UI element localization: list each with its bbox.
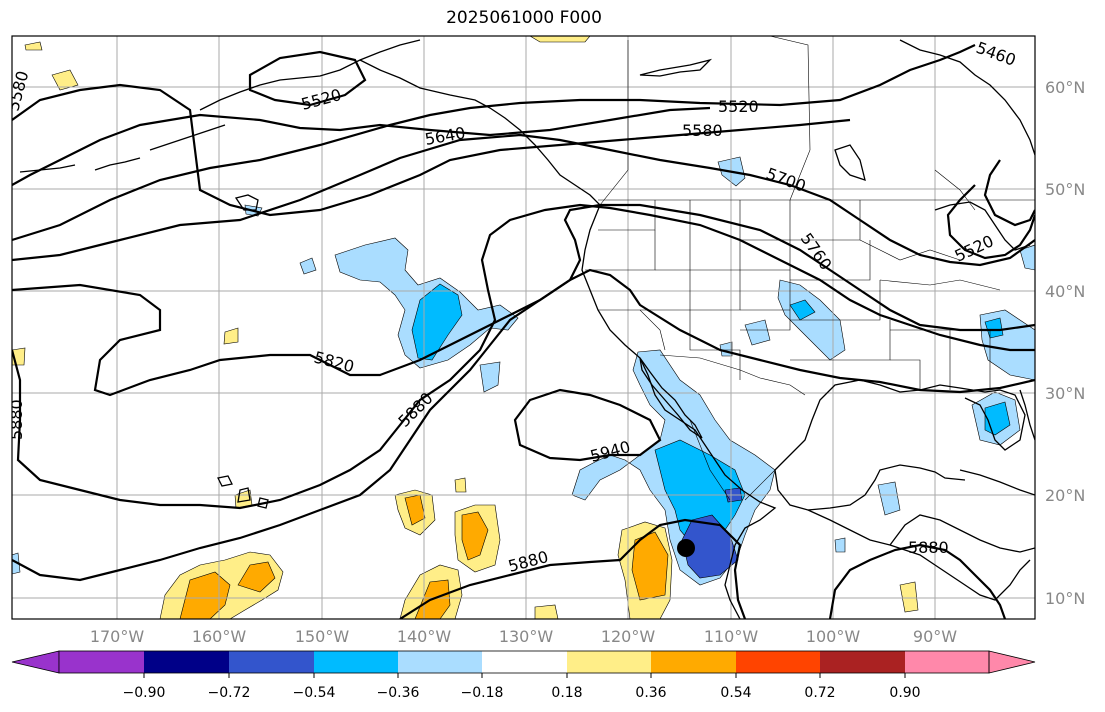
lat-label: 50°N bbox=[1045, 180, 1085, 199]
borders bbox=[585, 36, 1035, 501]
lon-label: 110°W bbox=[704, 627, 759, 646]
longitude-labels: 170°W 160°W 150°W 140°W 130°W 120°W 110°… bbox=[90, 627, 957, 646]
colorbar-extend-high bbox=[988, 650, 1036, 674]
lon-label: 90°W bbox=[913, 627, 957, 646]
colorbar-tick-label: −0.90 bbox=[123, 685, 166, 701]
colorbar-tick-label: −0.54 bbox=[293, 685, 336, 701]
colorbar-tick-label: 0.72 bbox=[804, 685, 835, 701]
colorbar-segment bbox=[820, 651, 905, 673]
lon-label: 130°W bbox=[499, 627, 554, 646]
colorbar-tick-label: 0.18 bbox=[551, 685, 582, 701]
colorbar-segment bbox=[59, 651, 144, 673]
colorbar-extend-low bbox=[11, 650, 60, 674]
lon-label: 100°W bbox=[806, 627, 861, 646]
contour-labels: 5460 5520 5520 5520 5580 5580 5640 5700 … bbox=[7, 38, 1018, 576]
lat-label: 30°N bbox=[1045, 384, 1085, 403]
colorbar: −0.90 −0.72 −0.54 −0.36 −0.18 0.18 0.36 … bbox=[11, 650, 1036, 701]
colorbar-segment bbox=[651, 651, 736, 673]
colorbar-segment bbox=[229, 651, 314, 673]
colorbar-tick-label: −0.36 bbox=[377, 685, 420, 701]
colorbar-segment bbox=[482, 651, 567, 673]
contour-label: 5880 bbox=[908, 538, 949, 557]
colorbar-segment bbox=[567, 651, 651, 673]
colorbar-segment bbox=[398, 651, 482, 673]
gridlines bbox=[12, 36, 1035, 619]
colorbar-segment bbox=[144, 651, 229, 673]
colorbar-segment bbox=[736, 651, 820, 673]
lon-label: 140°W bbox=[397, 627, 452, 646]
colorbar-tick-label: −0.18 bbox=[461, 685, 504, 701]
colorbar-tick-label: −0.72 bbox=[208, 685, 251, 701]
lon-label: 120°W bbox=[601, 627, 656, 646]
latitude-labels: 60°N 50°N 40°N 30°N 20°N 10°N bbox=[1045, 78, 1085, 608]
colorbar-tick-label: 0.54 bbox=[720, 685, 751, 701]
contour-label: 5880 bbox=[7, 399, 26, 440]
lon-label: 150°W bbox=[295, 627, 350, 646]
colorbar-tick-label: 0.90 bbox=[889, 685, 920, 701]
lat-label: 60°N bbox=[1045, 78, 1085, 97]
map-area: 5460 5520 5520 5520 5580 5580 5640 5700 … bbox=[7, 36, 1035, 619]
height-contours bbox=[12, 44, 1035, 619]
lat-label: 40°N bbox=[1045, 282, 1085, 301]
colorbar-tick-label: 0.36 bbox=[635, 685, 666, 701]
contour-label: 5520 bbox=[718, 97, 759, 116]
lat-label: 20°N bbox=[1045, 486, 1085, 505]
contour-label: 5580 bbox=[682, 121, 723, 140]
colorbar-segment bbox=[905, 651, 989, 673]
lon-label: 160°W bbox=[192, 627, 247, 646]
plot-title: 2025061000 F000 bbox=[446, 8, 602, 28]
storm-marker bbox=[677, 539, 695, 557]
colorbar-segment bbox=[314, 651, 398, 673]
lon-label: 170°W bbox=[90, 627, 145, 646]
lat-label: 10°N bbox=[1045, 589, 1085, 608]
map-frame bbox=[11, 35, 1036, 620]
